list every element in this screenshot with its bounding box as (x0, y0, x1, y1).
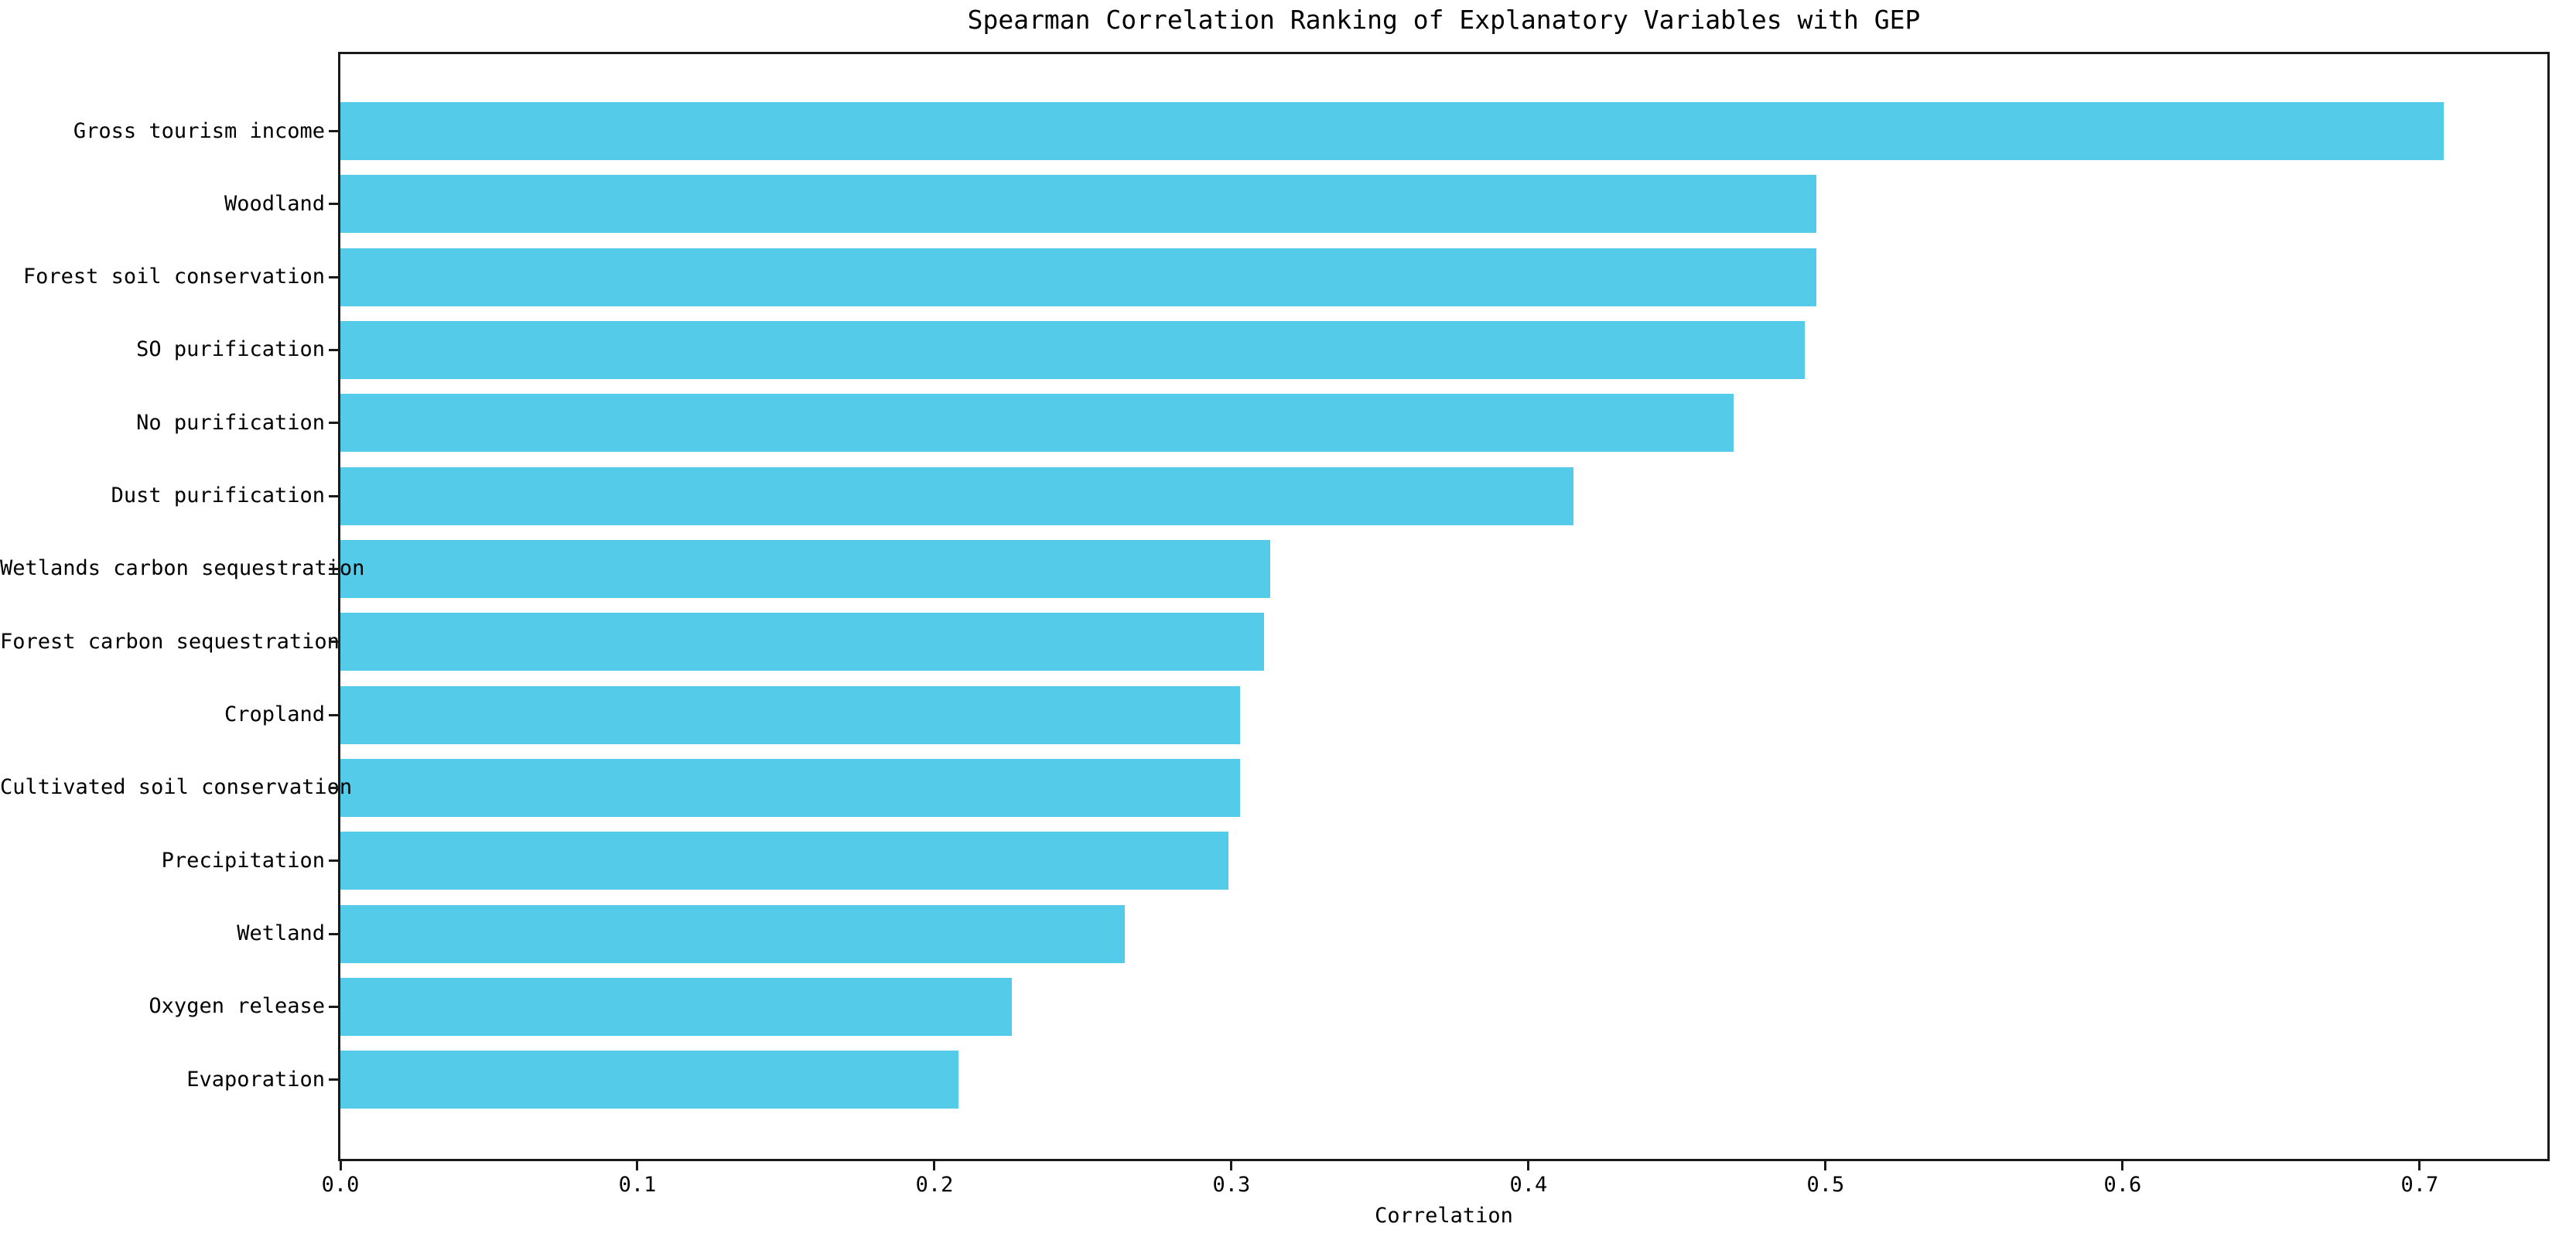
chart-title: Spearman Correlation Ranking of Explanat… (967, 5, 1921, 35)
x-tick-mark-4 (1527, 1161, 1530, 1170)
x-tick-label-0: 0.0 (321, 1173, 360, 1197)
bar-6 (340, 539, 1270, 598)
y-tick-label-5: Dust purification (111, 484, 325, 508)
y-tick-label-3: SO purification (136, 337, 325, 362)
y-tick-label-6: Wetlands carbon sequestration (0, 556, 365, 581)
x-tick-mark-1 (636, 1161, 639, 1170)
x-tick-label-4: 0.4 (1509, 1173, 1548, 1197)
y-tick-label-7: Forest carbon sequestration (0, 629, 340, 654)
y-tick-mark-5 (329, 494, 338, 497)
y-tick-label-2: Forest soil conservation (22, 265, 325, 289)
y-tick-mark-4 (329, 422, 338, 425)
y-tick-mark-9 (329, 786, 338, 789)
y-tick-mark-13 (329, 1078, 338, 1082)
y-tick-mark-1 (329, 203, 338, 206)
bar-2 (340, 248, 1817, 306)
x-tick-label-5: 0.5 (1806, 1173, 1845, 1197)
y-tick-label-12: Oxygen release (149, 994, 325, 1019)
bar-1 (340, 175, 1817, 234)
y-tick-label-1: Woodland (224, 191, 325, 216)
bar-7 (340, 613, 1265, 671)
x-tick-mark-0 (339, 1161, 342, 1170)
y-tick-mark-3 (329, 348, 338, 351)
x-tick-mark-7 (2418, 1161, 2421, 1170)
y-tick-label-11: Wetland (237, 921, 325, 946)
bar-0 (340, 102, 2444, 160)
bar-3 (340, 320, 1806, 379)
x-tick-label-1: 0.1 (618, 1173, 657, 1197)
x-tick-mark-3 (1230, 1161, 1233, 1170)
y-tick-mark-11 (329, 932, 338, 935)
y-tick-mark-10 (329, 859, 338, 863)
bar-8 (340, 685, 1241, 744)
bar-12 (340, 977, 1012, 1036)
y-tick-mark-2 (329, 275, 338, 278)
bar-13 (340, 1051, 958, 1109)
x-tick-label-3: 0.3 (1212, 1173, 1251, 1197)
y-tick-mark-0 (329, 130, 338, 132)
x-tick-mark-6 (2121, 1161, 2124, 1170)
y-tick-mark-7 (329, 641, 338, 644)
y-tick-label-0: Gross tourism income (73, 118, 325, 143)
y-tick-label-13: Evaporation (186, 1067, 325, 1092)
x-tick-label-7: 0.7 (2400, 1173, 2439, 1197)
bar-11 (340, 904, 1125, 963)
x-tick-label-6: 0.6 (2103, 1173, 2142, 1197)
x-tick-mark-2 (933, 1161, 936, 1170)
y-tick-label-10: Precipitation (161, 848, 325, 873)
bar-9 (340, 758, 1241, 817)
bar-10 (340, 832, 1229, 890)
y-tick-label-4: No purification (136, 410, 325, 435)
x-tick-mark-5 (1824, 1161, 1827, 1170)
x-axis-title: Correlation (1375, 1204, 1513, 1228)
y-tick-label-9: Cultivated soil conservation (0, 775, 353, 800)
plot-area (338, 52, 2550, 1161)
y-tick-mark-8 (329, 713, 338, 716)
bar-5 (340, 466, 1573, 525)
y-tick-mark-12 (329, 1005, 338, 1008)
x-tick-label-2: 0.2 (915, 1173, 954, 1197)
y-tick-mark-6 (329, 567, 338, 570)
y-tick-label-8: Cropland (224, 702, 325, 727)
bar-4 (340, 394, 1734, 453)
